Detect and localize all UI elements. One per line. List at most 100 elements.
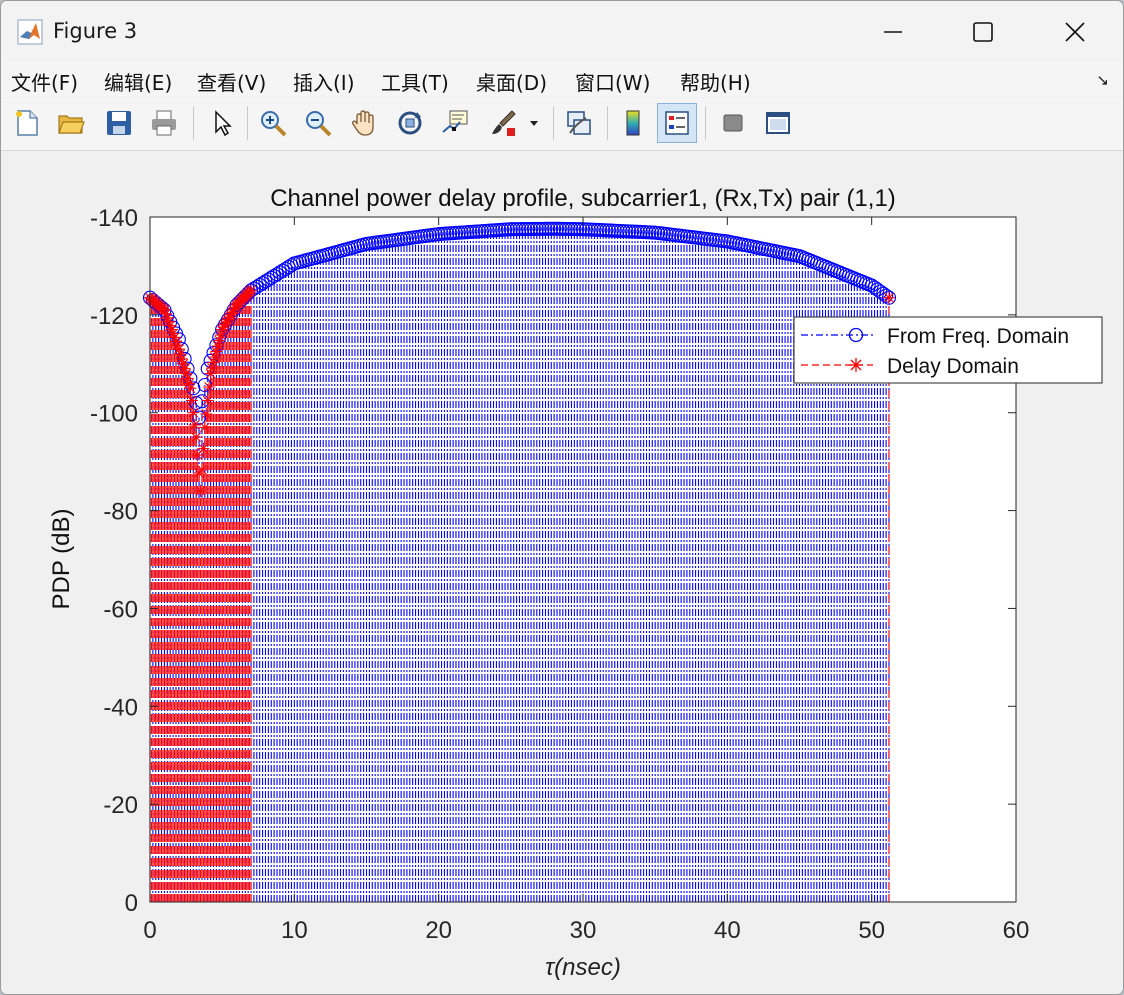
freq-domain-marker (573, 222, 588, 237)
minimize-button[interactable] (847, 1, 939, 63)
x-tick-label: 10 (281, 917, 308, 944)
freq-domain-marker (544, 221, 559, 236)
delay-domain-marker (201, 394, 214, 407)
figure-toolbar (1, 98, 1123, 151)
zoom-out-button[interactable] (298, 103, 338, 143)
pan-button[interactable] (344, 103, 384, 143)
minimize-icon (884, 31, 902, 33)
y-tick-label: -120 (90, 303, 138, 330)
menu-bar: 文件(F) 编辑(E) 查看(V) 插入(I) 工具(T) 桌面(D) 窗口(W… (1, 63, 1123, 97)
y-tick-label: 0 (125, 890, 138, 917)
y-tick-label: -100 (90, 401, 138, 428)
pointer-button[interactable] (201, 103, 241, 143)
freq-domain-marker (526, 221, 541, 237)
y-tick-label: -80 (103, 499, 138, 526)
brush-dropdown-button[interactable] (523, 103, 545, 143)
link-plot-button[interactable] (559, 103, 599, 143)
legend[interactable]: From Freq. Domain Delay Domain (793, 316, 1103, 384)
colorbar-button[interactable] (613, 103, 653, 143)
delay-domain-marker (190, 431, 203, 444)
title-bar: Figure 3 (1, 1, 1123, 63)
freq-domain-marker (529, 221, 544, 236)
freq-domain-marker (555, 221, 570, 236)
toolbar-separator (247, 106, 248, 140)
delay-domain-marker (195, 463, 208, 476)
legend-box (793, 316, 1103, 384)
dock-arrow-icon[interactable]: ↘ (1096, 72, 1109, 89)
freq-domain-marker (535, 221, 550, 236)
menu-insert[interactable]: 插入(I) (293, 71, 355, 95)
x-axis-label: τ(nsec) (545, 954, 621, 981)
y-tick-label: -60 (103, 596, 138, 623)
menu-file[interactable]: 文件(F) (11, 71, 79, 95)
brush-icon (492, 110, 516, 136)
legend-marker-freq (848, 327, 864, 343)
pan-icon (352, 110, 374, 136)
legend-icon (665, 111, 689, 135)
colorbar-icon (626, 110, 640, 136)
data-cursor-button[interactable] (435, 103, 475, 143)
freq-domain-marker (503, 222, 518, 237)
maximize-button[interactable] (937, 1, 1029, 63)
y-axis-label: PDP (dB) (48, 509, 75, 610)
new-figure-button[interactable] (7, 103, 47, 143)
open-file-button[interactable] (51, 103, 91, 143)
legend-label-delay: Delay Domain (887, 355, 1019, 378)
freq-domain-marker (523, 221, 539, 237)
freq-domain-marker (541, 221, 556, 236)
legend-button[interactable] (657, 103, 697, 143)
delay-domain-marker (188, 418, 201, 431)
x-tick-label: 40 (714, 917, 741, 944)
pointer-icon (215, 110, 232, 137)
menu-view[interactable]: 查看(V) (197, 71, 267, 95)
matlab-logo-icon (17, 19, 43, 45)
delay-domain-marker (200, 407, 213, 420)
print-button[interactable] (144, 103, 184, 143)
brush-button[interactable] (483, 103, 523, 143)
delay-domain-marker (204, 367, 217, 380)
menu-tools[interactable]: 工具(T) (381, 71, 449, 95)
delay-domain-marker (198, 421, 211, 434)
delay-domain-marker (185, 394, 198, 407)
zoom-in-button[interactable] (253, 103, 293, 143)
freq-domain-marker (570, 222, 585, 237)
legend-marker-delay (849, 358, 863, 372)
show-plot-tools-button[interactable] (758, 103, 798, 143)
axes-box (149, 216, 1017, 903)
maximize-icon (973, 22, 993, 42)
menu-desktop[interactable]: 桌面(D) (476, 71, 548, 95)
delay-domain-marker (194, 485, 207, 497)
freq-domain-marker (567, 222, 582, 237)
rotate-3d-button[interactable] (390, 103, 430, 143)
save-button[interactable] (99, 103, 139, 143)
toolbar-separator (607, 106, 608, 140)
freq-domain-marker (552, 221, 567, 236)
freq-domain-marker (532, 221, 547, 236)
print-icon (152, 110, 176, 136)
freq-domain-marker (518, 222, 533, 237)
close-button[interactable] (1029, 1, 1121, 63)
freq-domain-marker (509, 222, 524, 237)
window-title: Figure 3 (53, 19, 138, 43)
pdp-chart[interactable]: 0 10 20 30 40 50 60 0-20-40-60-80-100-120-140 … (1, 151, 1123, 994)
hide-plot-tools-button[interactable] (713, 103, 753, 143)
delay-domain-marker (206, 362, 219, 375)
delay-domain-marker (211, 340, 224, 353)
menu-help[interactable]: 帮助(H) (680, 71, 751, 95)
menu-window[interactable]: 窗口(W) (575, 71, 651, 95)
freq-domain-marker (521, 221, 536, 237)
delay-domain-marker (882, 291, 895, 304)
freq-domain-marker (879, 288, 894, 303)
freq-domain-marker (512, 222, 527, 237)
zoom-in-icon (261, 111, 287, 137)
toolbar-separator (193, 106, 194, 140)
delay-domain-marker (213, 334, 226, 347)
save-icon (107, 111, 131, 135)
freq-domain-marker (538, 221, 553, 236)
rotate-3d-icon (398, 111, 422, 135)
x-tick-label: 20 (425, 917, 452, 944)
menu-edit[interactable]: 编辑(E) (104, 71, 173, 95)
delay-domain-marker (203, 381, 216, 394)
freq-domain-marker (881, 290, 897, 305)
